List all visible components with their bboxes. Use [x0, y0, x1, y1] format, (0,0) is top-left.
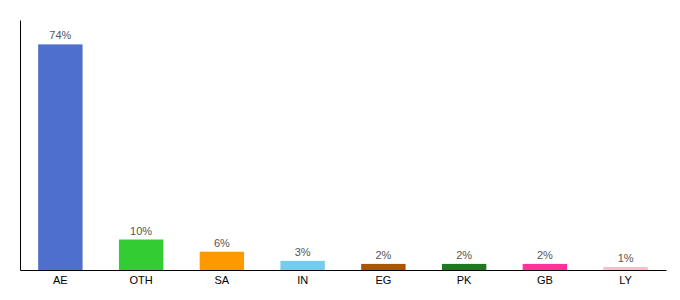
x-tick-label: PK	[457, 274, 472, 286]
x-axis: AE OTH SA IN EG PK GB LY	[21, 271, 667, 286]
data-label: 74%	[49, 29, 71, 41]
data-labels: 74% 10% 6% 3% 2% 2% 2% 1%	[49, 29, 633, 264]
bar	[361, 264, 405, 270]
bars	[38, 44, 648, 270]
data-label: 2%	[375, 249, 391, 261]
x-tick: LY	[619, 274, 632, 286]
x-tick: EG	[375, 274, 391, 286]
x-tick-label: OTH	[130, 274, 153, 286]
y-axis-line	[20, 21, 21, 271]
data-label: 10%	[130, 225, 152, 237]
x-tick: IN	[297, 274, 308, 286]
x-tick-label: GB	[537, 274, 553, 286]
data-label: 2%	[537, 249, 553, 261]
chart-svg: 74% 10% 6% 3% 2% 2% 2% 1% AE OTH SA IN EG PK GB LY	[0, 0, 680, 300]
x-tick: PK	[457, 274, 472, 286]
x-tick-label: SA	[215, 274, 230, 286]
data-label: 6%	[214, 237, 230, 249]
bar	[442, 264, 486, 270]
x-axis-line	[21, 270, 667, 271]
x-tick-label: EG	[375, 274, 391, 286]
x-tick: GB	[537, 274, 553, 286]
bar	[38, 44, 82, 270]
x-tick: OTH	[130, 274, 153, 286]
bar	[603, 267, 647, 270]
data-label: 1%	[618, 252, 634, 264]
bar	[119, 240, 163, 270]
y-axis	[20, 21, 21, 271]
x-tick: SA	[215, 274, 230, 286]
bar	[523, 264, 567, 270]
x-tick: AE	[53, 274, 68, 286]
x-tick-label: AE	[53, 274, 68, 286]
chart-container: 74% 10% 6% 3% 2% 2% 2% 1% AE OTH SA IN EG PK GB LY	[0, 0, 680, 300]
plot-area: 74% 10% 6% 3% 2% 2% 2% 1% AE OTH SA IN EG PK GB LY	[21, 21, 667, 286]
x-tick-label: IN	[297, 274, 308, 286]
data-label: 3%	[295, 246, 311, 258]
x-tick-label: LY	[619, 274, 632, 286]
data-label: 2%	[456, 249, 472, 261]
bar	[280, 261, 324, 270]
bar	[200, 252, 244, 270]
